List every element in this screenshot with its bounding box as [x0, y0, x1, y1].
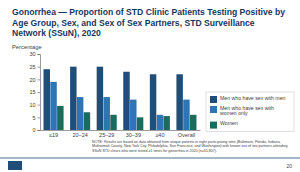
bar [183, 100, 189, 130]
axis-title: Percentage [12, 44, 42, 50]
tick-label: ≥40 [155, 132, 164, 138]
axis-line [41, 130, 201, 131]
tick: 25 [29, 64, 40, 70]
tick: 30–39 [126, 130, 141, 138]
bar [77, 97, 83, 130]
tick: Overall [178, 130, 195, 138]
bar [57, 106, 63, 130]
bar [123, 72, 129, 130]
tick-mark [38, 79, 41, 80]
bar [176, 74, 182, 130]
tick-label: 30–39 [126, 132, 141, 138]
tick-label: 0 [32, 127, 35, 133]
tick: 0 [32, 127, 40, 133]
tick-mark [38, 130, 41, 131]
tick-label: 20–24 [72, 132, 87, 138]
tick: ≥40 [155, 130, 164, 138]
title: Gonorrhea — Proportion of STD Clinic Pat… [12, 7, 285, 38]
tick-mark [38, 92, 41, 93]
bar [137, 117, 143, 130]
tick-mark [38, 105, 41, 106]
tick-label: 5 [32, 115, 35, 121]
note: NOTE: Results are based on data obtained… [92, 140, 288, 153]
tick-label: ≤19 [49, 132, 58, 138]
bar [97, 67, 103, 130]
tick: 30 [29, 51, 40, 57]
footer-rule [0, 158, 300, 159]
tick-label: 15 [29, 89, 35, 95]
bar [130, 100, 136, 130]
chart: Gonorrhea — Proportion of STD Clinic Pat… [0, 0, 300, 172]
tick-label: 25–29 [99, 132, 114, 138]
legend-label: Men who have sex withwomen only [220, 105, 274, 117]
bar [103, 97, 109, 130]
tick-label: 10 [29, 102, 35, 108]
tick: 25–29 [99, 130, 114, 138]
legend-swatch [210, 106, 217, 113]
bar [70, 67, 76, 130]
tick-label: 25 [29, 64, 35, 70]
tick-label: 30 [29, 51, 35, 57]
tick-label: 20 [29, 77, 35, 83]
bar [157, 115, 163, 130]
bar [50, 82, 56, 130]
bar [84, 112, 90, 130]
tick-label: Overall [178, 132, 195, 138]
tick: 20 [29, 77, 40, 83]
tick: 10 [29, 102, 40, 108]
legend-label: Women [220, 120, 238, 126]
tick: 5 [32, 115, 40, 121]
legend-swatch [210, 122, 217, 129]
legend-box [206, 92, 294, 132]
tick: 15 [29, 89, 40, 95]
logo [8, 161, 22, 170]
tick-mark [38, 117, 41, 118]
legend-swatch [210, 96, 217, 103]
bar [110, 115, 116, 130]
tick-mark [38, 54, 41, 55]
tick: ≤19 [49, 130, 58, 138]
legend: Men who have sex with men Men who have se… [206, 92, 294, 132]
bar [150, 74, 156, 130]
bar [190, 115, 196, 130]
bar [44, 69, 50, 130]
bars [44, 67, 197, 130]
tick-mark [38, 67, 41, 68]
legend-label: Men who have sex with men [220, 95, 286, 101]
tick: 20–24 [72, 130, 87, 138]
axis-line [38, 55, 41, 131]
y-axis: 0 5 10 15 20 25 30 [29, 51, 40, 133]
bar [163, 116, 169, 130]
x-axis: ≤19 20–24 25–29 30–39 ≥40 Overall [41, 130, 201, 138]
page-number: 20 [286, 163, 292, 169]
